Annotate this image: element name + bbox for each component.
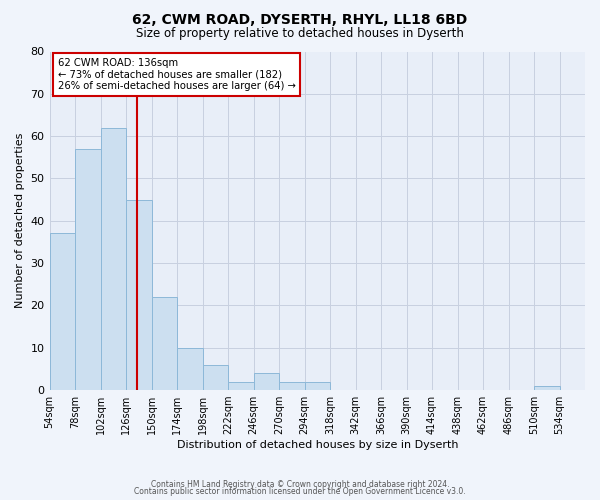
Bar — [534, 386, 560, 390]
Text: 62, CWM ROAD, DYSERTH, RHYL, LL18 6BD: 62, CWM ROAD, DYSERTH, RHYL, LL18 6BD — [133, 12, 467, 26]
Bar — [254, 373, 279, 390]
Y-axis label: Number of detached properties: Number of detached properties — [15, 133, 25, 308]
Bar — [75, 149, 101, 390]
Bar — [177, 348, 203, 390]
X-axis label: Distribution of detached houses by size in Dyserth: Distribution of detached houses by size … — [176, 440, 458, 450]
Text: 62 CWM ROAD: 136sqm
← 73% of detached houses are smaller (182)
26% of semi-detac: 62 CWM ROAD: 136sqm ← 73% of detached ho… — [58, 58, 295, 92]
Text: Contains public sector information licensed under the Open Government Licence v3: Contains public sector information licen… — [134, 488, 466, 496]
Bar — [305, 382, 330, 390]
Text: Size of property relative to detached houses in Dyserth: Size of property relative to detached ho… — [136, 28, 464, 40]
Bar — [50, 234, 75, 390]
Bar — [152, 297, 177, 390]
Bar — [126, 200, 152, 390]
Bar — [279, 382, 305, 390]
Bar — [228, 382, 254, 390]
Bar — [101, 128, 126, 390]
Bar — [203, 364, 228, 390]
Text: Contains HM Land Registry data © Crown copyright and database right 2024.: Contains HM Land Registry data © Crown c… — [151, 480, 449, 489]
